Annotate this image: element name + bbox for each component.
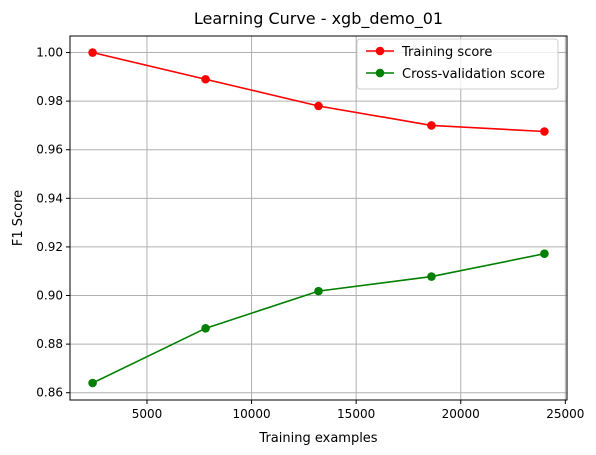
axis-ticks: 5000 10000 15000 20000 25000 0.86 0.88 0.90 0.92… <box>36 46 584 421</box>
x-tick-label: 20000 <box>442 407 480 421</box>
plot-frame <box>69 35 568 401</box>
y-tick-label: 0.94 <box>36 191 63 205</box>
series-line <box>92 252 545 384</box>
y-tick-label: 0.88 <box>36 337 63 351</box>
data-point <box>201 74 210 84</box>
y-tick-label: 0.92 <box>36 240 63 254</box>
series-training-score <box>88 48 549 136</box>
y-axis-label: F1 Score <box>11 190 26 246</box>
legend-swatch-marker <box>375 68 385 78</box>
y-tick-label: 0.98 <box>36 94 63 108</box>
x-axis-label: Training examples <box>258 431 377 446</box>
y-tick-label: 0.86 <box>36 386 63 400</box>
data-point <box>540 127 549 136</box>
y-tick-label: 1.00 <box>36 46 63 60</box>
y-tick-label: 0.96 <box>36 143 63 157</box>
legend: Training score Cross-validation score <box>356 38 559 90</box>
legend-swatch-marker <box>375 46 385 56</box>
data-point <box>314 101 323 111</box>
data-point <box>427 272 436 281</box>
data-point <box>314 286 323 296</box>
x-tick-label: 25000 <box>546 407 584 421</box>
data-point <box>88 48 97 57</box>
chart-title: Learning Curve - xgb_demo_01 <box>194 9 443 29</box>
legend-item: Training score <box>366 45 492 60</box>
data-point <box>201 324 210 333</box>
data-point <box>540 249 549 259</box>
series-lines <box>88 48 549 388</box>
series-cross-validation-score <box>88 249 549 388</box>
x-tick-label: 5000 <box>132 407 163 421</box>
x-tick-label: 10000 <box>232 407 270 421</box>
grid <box>70 36 567 400</box>
x-tick-label: 15000 <box>337 407 375 421</box>
data-point <box>88 378 97 388</box>
legend-box <box>356 38 559 90</box>
data-point <box>427 121 436 130</box>
legend-label: Training score <box>401 45 492 60</box>
legend-item: Cross-validation score <box>366 67 545 82</box>
legend-label: Cross-validation score <box>402 67 545 82</box>
y-tick-label: 0.90 <box>36 289 63 303</box>
